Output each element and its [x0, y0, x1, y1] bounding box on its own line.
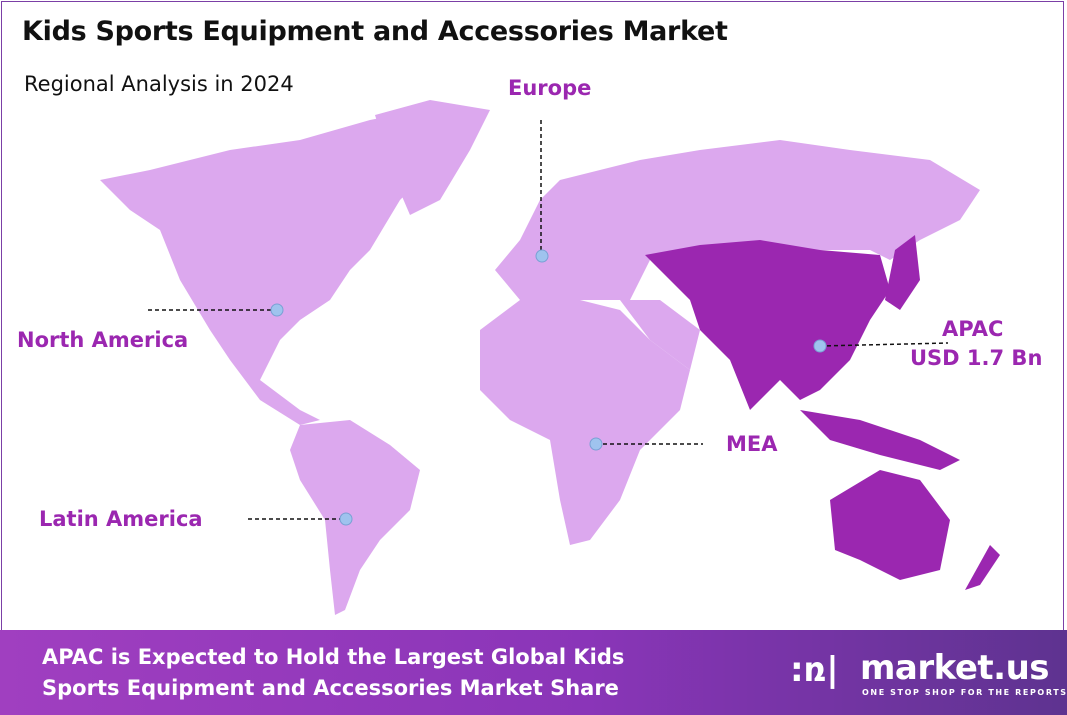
world-map: [100, 100, 1000, 615]
footer-text: APAC is Expected to Hold the Largest Glo…: [42, 642, 624, 704]
south-america-shape: [290, 420, 420, 615]
north-america-marker: [270, 303, 284, 317]
europe-label: Europe: [508, 76, 592, 100]
new-zealand-shape: [965, 545, 1000, 590]
europe-asia-shape: [495, 140, 980, 300]
japan-shape: [885, 235, 920, 310]
latin-america-label: Latin America: [39, 507, 203, 531]
apac-value: USD 1.7 Bn: [910, 346, 1043, 370]
page-subtitle: Regional Analysis in 2024: [24, 72, 294, 96]
greenland-shape: [375, 100, 490, 215]
mea-marker: [589, 437, 603, 451]
logo-tagline: ONE STOP SHOP FOR THE REPORTS: [862, 688, 1067, 697]
southeast-asia-shape: [800, 410, 960, 470]
north-america-shape: [100, 110, 470, 425]
north-america-label: North America: [17, 328, 189, 352]
mea-label: MEA: [726, 432, 778, 456]
footer-line-1: APAC is Expected to Hold the Largest Glo…: [42, 645, 625, 669]
footer-line-2: Sports Equipment and Accessories Market …: [42, 676, 619, 700]
apac-leader: [819, 342, 949, 347]
footer-banner: APAC is Expected to Hold the Largest Glo…: [0, 630, 1067, 715]
page-title: Kids Sports Equipment and Accessories Ma…: [22, 16, 728, 47]
australia-shape: [830, 470, 950, 580]
apac-shape: [645, 240, 890, 410]
africa-shape: [480, 300, 690, 545]
latin-america-marker: [339, 512, 353, 526]
europe-marker: [535, 249, 549, 263]
apac-label: APAC: [942, 317, 1004, 341]
middle-east-shape: [620, 300, 700, 370]
logo-icon: :ռ|: [790, 650, 839, 690]
logo-name: market.us: [860, 648, 1050, 688]
apac-marker: [813, 339, 827, 353]
